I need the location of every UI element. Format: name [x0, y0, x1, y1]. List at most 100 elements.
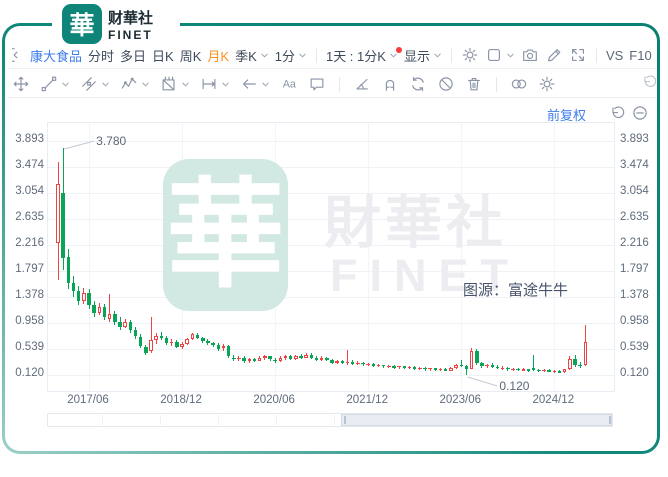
- gridline: [461, 123, 463, 391]
- candle-body: [138, 336, 143, 347]
- magnet-tool[interactable]: [381, 75, 399, 93]
- vs-button[interactable]: VS: [605, 47, 624, 63]
- tab-daily-k[interactable]: 日K: [152, 48, 174, 64]
- candle-body: [449, 367, 453, 371]
- candle-body: [113, 314, 117, 323]
- arrow-left-tool[interactable]: [240, 75, 270, 93]
- tab-duori[interactable]: 多日: [120, 48, 147, 64]
- gridline: [48, 166, 614, 168]
- candle-body: [387, 365, 391, 367]
- candle-body: [397, 366, 401, 368]
- fullscreen-icon[interactable]: [569, 46, 587, 64]
- scrollbar-handle[interactable]: [609, 416, 611, 424]
- tab-monthly-k[interactable]: 月K: [207, 48, 230, 64]
- adjust-mode-button[interactable]: 前复权: [547, 108, 587, 123]
- channel-tool[interactable]: [80, 75, 110, 93]
- trash-tool[interactable]: [465, 75, 483, 93]
- chart-style-dropdown[interactable]: [485, 46, 515, 64]
- angle-tool[interactable]: [353, 75, 371, 93]
- scrollbar-thumb[interactable]: [341, 414, 612, 426]
- candle-body: [516, 368, 520, 370]
- price-tick-label: 0.539: [15, 341, 44, 353]
- candle-body: [562, 369, 567, 373]
- watermark-text: FINET: [330, 250, 520, 301]
- candle-body: [433, 368, 438, 371]
- move-tool[interactable]: [12, 75, 30, 93]
- camera-icon[interactable]: [521, 46, 539, 64]
- wave-tool[interactable]: [120, 75, 150, 93]
- price-tick-label: 3.893: [620, 132, 649, 145]
- divider: [496, 76, 497, 92]
- f10-button[interactable]: F10: [629, 47, 652, 63]
- scrollbar-handle[interactable]: [344, 416, 346, 424]
- trend-line-icon: [40, 75, 58, 93]
- candle-body: [392, 365, 396, 368]
- trend-line-tool[interactable]: [40, 75, 70, 93]
- minute-dropdown[interactable]: 1分: [275, 46, 307, 65]
- candle-body: [568, 358, 572, 370]
- candle-body: [128, 322, 133, 331]
- time-tick-label: 2024/12: [532, 394, 575, 406]
- candle-body: [242, 357, 246, 362]
- visibility-tool[interactable]: [510, 75, 528, 93]
- candle-body: [583, 342, 588, 366]
- interval-dropdown[interactable]: 1天 : 1分K: [326, 46, 402, 65]
- candle-body: [547, 370, 551, 372]
- price-tick-label: 0.120: [15, 367, 44, 379]
- scrollbar-tick: [218, 415, 219, 425]
- settings-tool[interactable]: [538, 75, 556, 93]
- season-k-dropdown[interactable]: 季K: [235, 46, 269, 65]
- candle-body: [252, 358, 257, 361]
- candle-body: [56, 183, 60, 243]
- collapse-panel-icon[interactable]: [12, 46, 24, 64]
- candle-body: [542, 370, 546, 372]
- annotation-lines: [64, 140, 498, 387]
- continuous-tool[interactable]: [409, 75, 427, 93]
- reset-zoom-icon[interactable]: [608, 104, 626, 122]
- candle-body: [92, 304, 96, 313]
- comment-tool[interactable]: [308, 75, 326, 93]
- candlestick-chart[interactable]: 華 財華社 FINET 图源：富途牛牛 3.780 0.120: [47, 122, 615, 393]
- pencil-icon[interactable]: [545, 46, 563, 64]
- text-tool[interactable]: Aa: [280, 75, 298, 93]
- candle-body: [418, 367, 422, 369]
- visibility-icon: [510, 75, 528, 93]
- candle-body: [201, 337, 205, 341]
- collapse-chart-icon[interactable]: [631, 104, 649, 122]
- candle-wick: [533, 354, 535, 372]
- candle-body: [76, 291, 81, 301]
- measure-tool[interactable]: [200, 75, 230, 93]
- chart-scrollbar[interactable]: [47, 413, 613, 427]
- candle-body: [154, 335, 158, 341]
- candle-body: [438, 368, 443, 370]
- candle-body: [87, 292, 91, 305]
- candle-body: [169, 341, 174, 344]
- candle-body: [61, 193, 65, 259]
- candle-body: [490, 365, 495, 367]
- chevron-down-icon: [101, 80, 110, 89]
- candle-body: [443, 368, 448, 371]
- settings-icon[interactable]: [461, 46, 479, 64]
- candle-body: [232, 357, 236, 360]
- gridline: [48, 140, 614, 142]
- scrollbar-tick: [276, 415, 277, 425]
- gann-box-tool[interactable]: [160, 75, 190, 93]
- price-tick-label: 0.120: [620, 367, 649, 379]
- gridline: [48, 323, 614, 325]
- display-dropdown[interactable]: 显示: [404, 46, 442, 65]
- divider: [8, 97, 656, 98]
- tab-weekly-k[interactable]: 周K: [179, 48, 202, 64]
- undo-icon[interactable]: [640, 73, 656, 95]
- candle-body: [221, 345, 226, 349]
- symbol-tab[interactable]: 康大食品: [30, 48, 83, 64]
- divider: [450, 47, 452, 63]
- candle-body: [531, 368, 536, 371]
- candle-body: [454, 365, 458, 368]
- time-tick-label: 2021/12: [346, 394, 388, 406]
- chevron-down-icon: [260, 51, 269, 60]
- candle-body: [495, 366, 500, 369]
- tab-fenshi[interactable]: 分时: [88, 48, 115, 64]
- no-draw-tool[interactable]: [437, 75, 455, 93]
- chevron-down-icon: [298, 51, 307, 60]
- candle-body: [511, 368, 515, 370]
